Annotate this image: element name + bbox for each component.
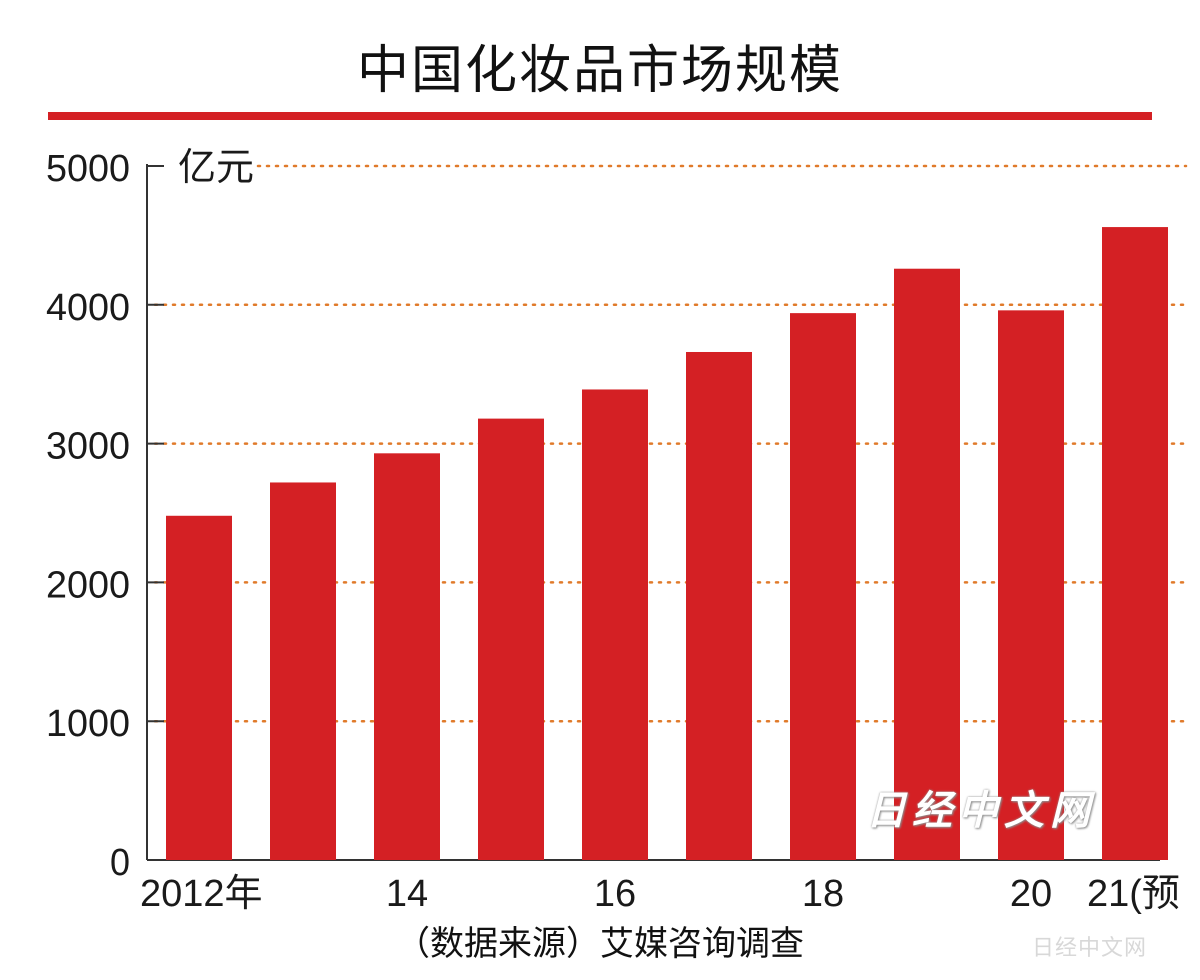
x-tick-label: 14 [386, 873, 428, 915]
x-tick-label: 21(预 [1087, 873, 1180, 915]
bar-2019 [894, 268, 960, 860]
y-tick-label: 1000 [46, 703, 130, 745]
bar-2020 [998, 310, 1064, 860]
bar-2016 [582, 389, 648, 860]
corner-watermark: 日经中文网 [1032, 936, 1148, 961]
y-unit-label: 亿元 [178, 145, 254, 189]
bar-2012 [166, 515, 232, 860]
bar-2013 [270, 482, 336, 860]
y-tick-label: 4000 [46, 287, 130, 329]
bar-2021 [1102, 227, 1168, 860]
x-tick-label: 16 [594, 873, 636, 915]
bar-2017 [686, 351, 752, 860]
x-tick-label: 18 [802, 873, 844, 915]
source-note: （数据来源）艾媒咨询调查 [396, 924, 804, 964]
title-rule [48, 112, 1152, 120]
bar-2015 [478, 418, 544, 860]
y-tick-label: 3000 [46, 426, 130, 468]
chart-title: 中国化妆品市场规模 [356, 41, 843, 101]
watermark-text: 日经中文网 [866, 788, 1096, 834]
y-tick-label: 2000 [46, 564, 130, 606]
y-tick-label: 5000 [46, 148, 130, 190]
bar-2014 [374, 453, 440, 860]
x-tick-label: 20 [1010, 873, 1052, 915]
x-tick-label: 2012年 [140, 873, 263, 915]
bar-2018 [790, 313, 856, 860]
y-tick-label: 0 [110, 842, 130, 884]
